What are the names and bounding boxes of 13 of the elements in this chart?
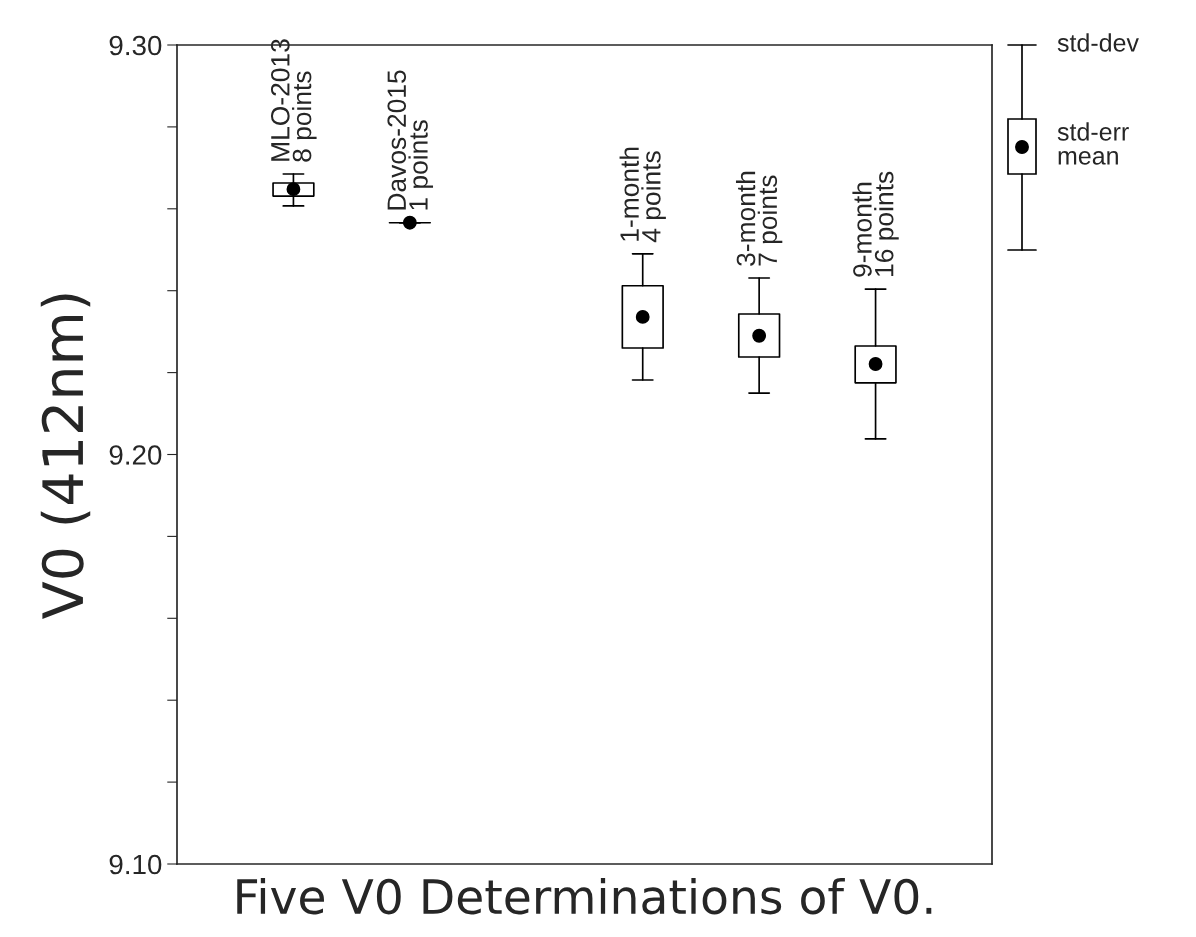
x-tick-label: Davos-2015 1 points (387, 70, 434, 210)
y-tick-label: 9.30 (109, 35, 162, 56)
x-tick-label: 1-month 4 points (619, 147, 666, 243)
text: std-err (1057, 122, 1129, 141)
text: std-dev (1057, 33, 1139, 52)
x-tick-label: MLO-2013 8 points (270, 39, 317, 162)
x-tick-label: 3-month 7 points (735, 171, 783, 266)
text: mean (1058, 151, 1118, 165)
x-axis-title: Five V0 Determinations of V0. (237, 877, 932, 915)
y-tick-label: 9.20 (109, 445, 162, 465)
x-tick-label: 9-month 16 points (852, 171, 899, 277)
y-axis-title: V0 (412nm) (40, 294, 91, 619)
y-tick-label: 9.10 (109, 854, 162, 875)
